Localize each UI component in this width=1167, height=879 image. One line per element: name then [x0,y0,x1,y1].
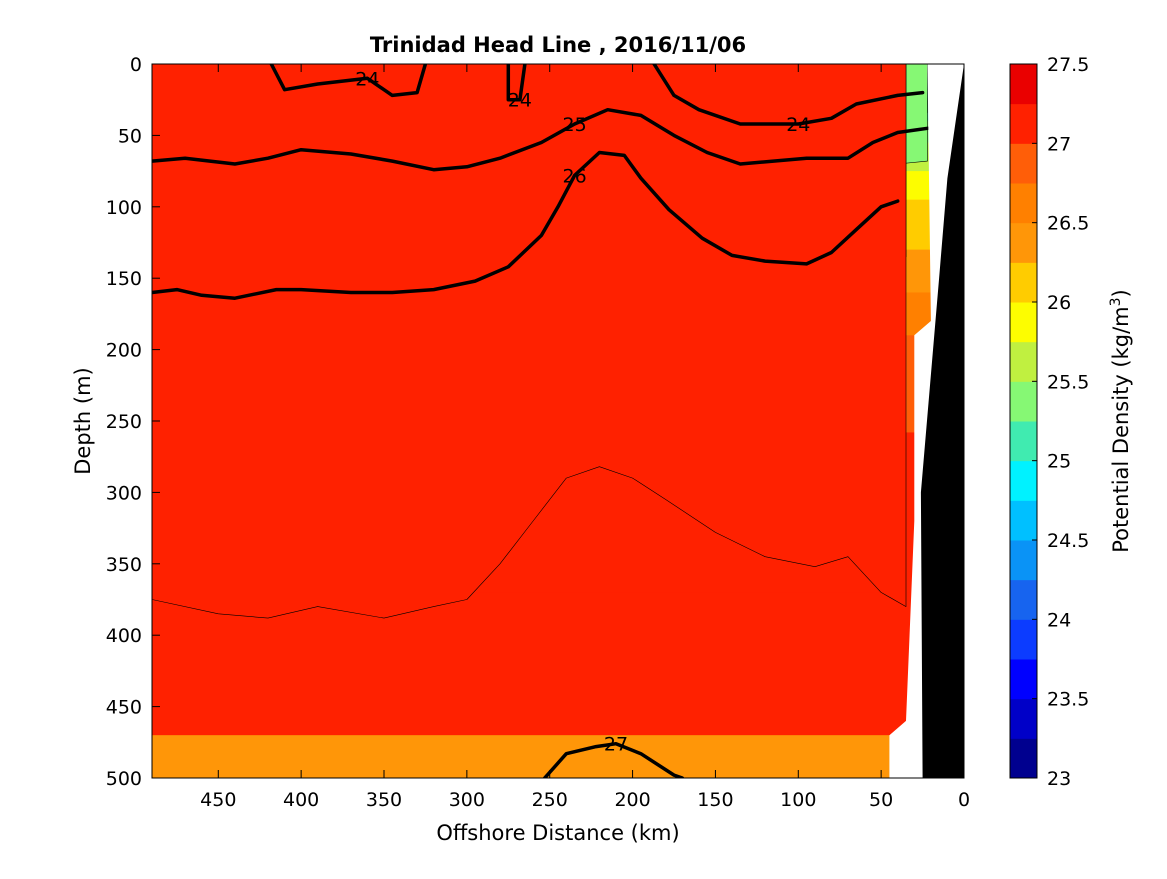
colorbar-segment [1010,619,1037,660]
colorbar-tick-label: 27 [1047,133,1071,155]
colorbar-tick-label: 24.5 [1047,530,1089,552]
colorbar-label: Potential Density (kg/m3) [1108,289,1133,553]
chart-title: Trinidad Head Line , 2016/11/06 [370,33,746,57]
colorbar-segment [1010,222,1037,263]
contour-25-label-0: 25 [563,114,587,136]
colorbar-label-exponent: 3 [1108,297,1124,306]
y-axis: 0 50 100 150 200 250 300 350 400 450 500 [106,54,964,790]
contour-27-line-0 [542,741,685,778]
colorbar-segment [1010,460,1037,501]
colorbar-tick-label: 25.5 [1047,371,1089,393]
x-axis: 450 400 350 300 250 200 150 100 50 0 [200,64,970,811]
colorbar-segment [1010,500,1037,541]
contour-26-label-0: 26 [563,165,587,187]
colorbar-segment [1010,64,1037,105]
x-tick-label: 450 [200,789,236,811]
x-axis-label: Offshore Distance (km) [436,821,679,845]
colorbar: 23 23.5 24 24.5 25 25.5 26 26.5 27 27.5 [1009,54,1089,790]
x-tick-label: 400 [283,789,319,811]
y-tick-label: 0 [130,54,142,76]
contour-24-line-2 [652,64,925,126]
colorbar-segment [1010,738,1037,779]
colorbar-segment [1010,103,1037,144]
colorbar-tick-label: 27.5 [1047,54,1089,76]
colorbar-segment [1010,143,1037,184]
colorbar-tick-label: 23.5 [1047,689,1089,711]
colorbar-tick-label: 24 [1047,609,1071,631]
y-tick-label: 250 [106,411,142,433]
colorbar-segment [1010,659,1037,700]
plot-area: 24 24 24 25 26 27 [152,64,964,778]
y-tick-label: 200 [106,340,142,362]
colorbar-segment [1010,183,1037,224]
x-tick-label: 200 [614,789,650,811]
x-tick-label: 300 [449,789,485,811]
y-tick-label: 400 [106,625,142,647]
seafloor-land [920,64,964,778]
colorbar-tick-label: 25 [1047,451,1071,473]
density-contours: 24 24 24 25 26 27 [152,64,930,778]
x-tick-label: 150 [697,789,733,811]
contour-24-label-0: 24 [355,68,379,90]
colorbar-frame [1009,63,1038,779]
x-tick-label: 350 [366,789,402,811]
x-tick-label: 50 [869,789,893,811]
y-tick-label: 450 [106,697,142,719]
density-band-7 [152,64,907,619]
colorbar-segment [1010,421,1037,462]
contour-24-label-1: 24 [508,90,532,112]
x-tick-label: 0 [958,789,970,811]
y-axis-label: Depth (m) [71,367,95,474]
colorbar-tick-label: 23 [1047,768,1071,790]
colorbar-segment [1010,698,1037,739]
y-tick-label: 500 [106,768,142,790]
y-tick-label: 100 [106,197,142,219]
contour-24-line-0 [269,64,428,98]
colorbar-segment [1010,262,1037,303]
colorbar-label-prefix: Potential Density (kg/m [1109,306,1133,552]
contour-25-line-0 [152,107,930,172]
colorbar-segment [1010,302,1037,343]
y-tick-label: 300 [106,482,142,504]
colorbar-segment [1010,579,1037,620]
colorbar-tick-label: 26.5 [1047,213,1089,235]
x-tick-label: 250 [532,789,568,811]
colorbar-tick-label: 26 [1047,292,1071,314]
colorbar-segment [1010,540,1037,581]
colorbar-segment [1010,381,1037,422]
contour-24-label-2: 24 [786,114,810,136]
colorbar-segment [1010,341,1037,382]
contour-27-label-0: 27 [604,734,628,756]
y-tick-label: 50 [118,125,142,147]
contour-26-line-0 [152,150,900,300]
x-tick-label: 100 [780,789,816,811]
y-tick-label: 150 [106,268,142,290]
colorbar-label-suffix: ) [1109,289,1133,297]
y-tick-label: 350 [106,554,142,576]
contour-24-line-1 [506,64,527,102]
land-mask [889,64,964,778]
density-bands [152,64,964,736]
